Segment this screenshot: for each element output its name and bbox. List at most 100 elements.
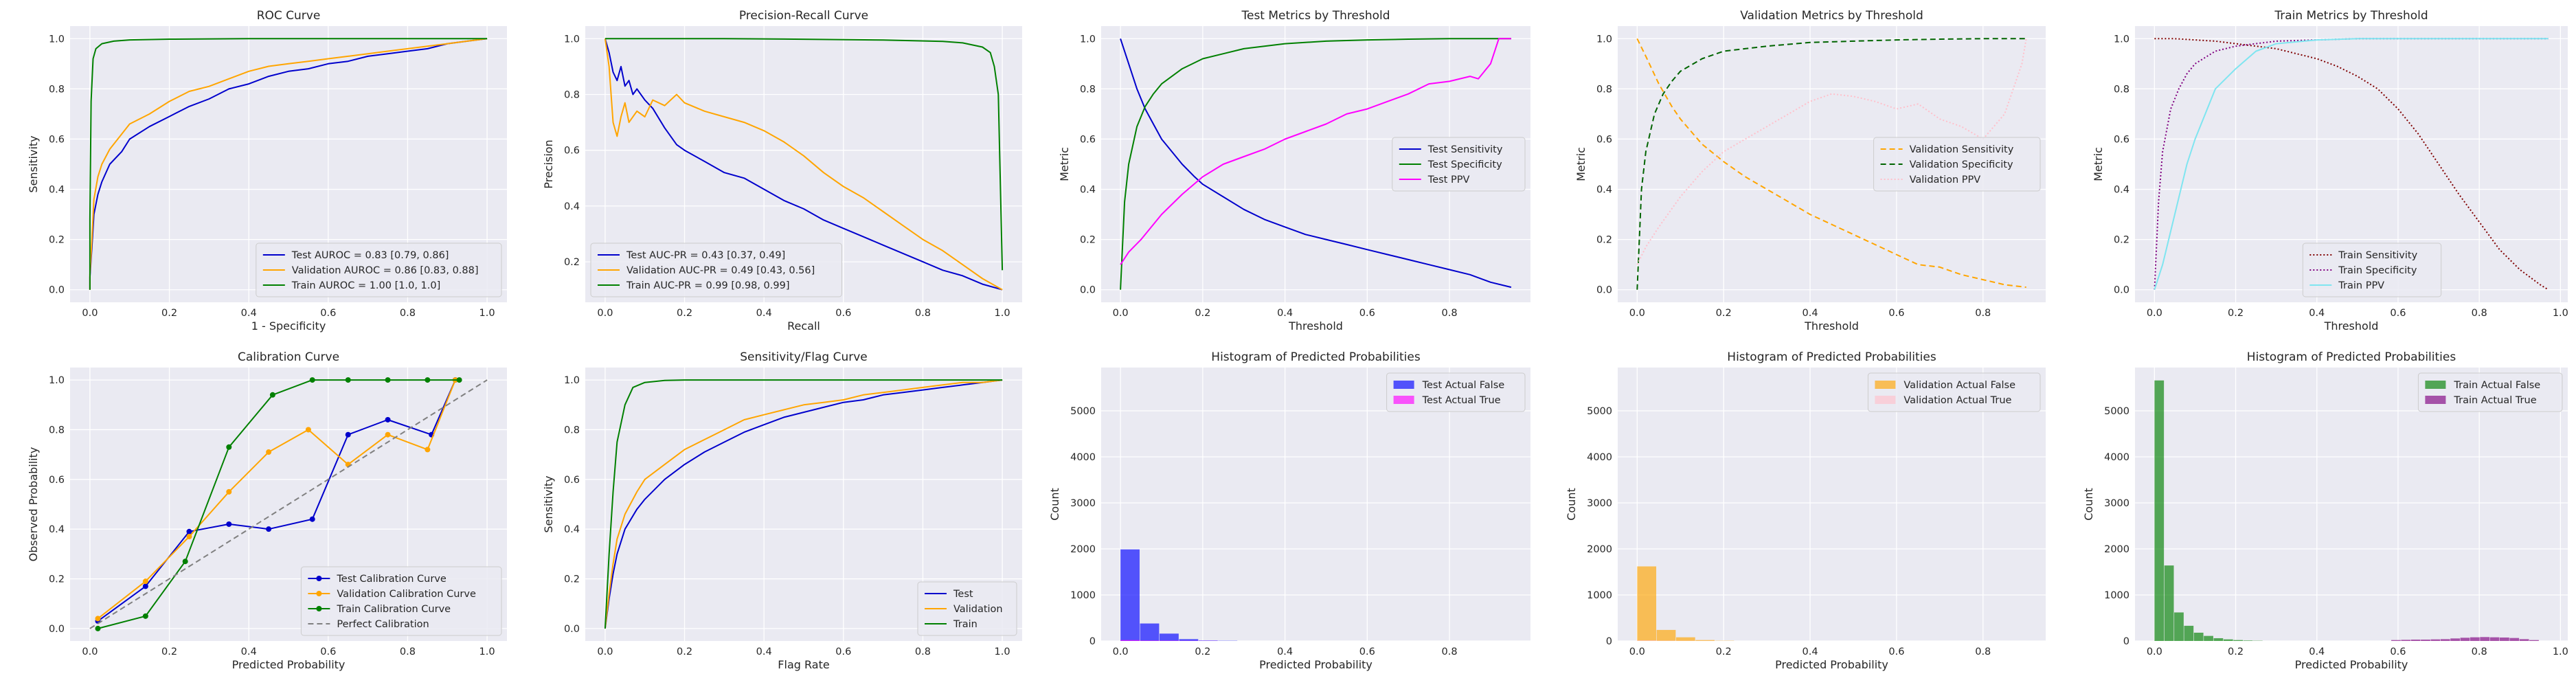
legend-label: Validation <box>953 604 1003 615</box>
y-tick-label: 0.8 <box>1080 84 1096 95</box>
chart-6: 0.0 0.2 0.4 0.6 0.8 1.0 0.0 0.2 0.4 0.6 0.8 1.0 Sens… <box>542 350 1022 671</box>
x-tick-label: 0.4 <box>241 308 257 319</box>
legend-marker <box>316 606 322 611</box>
series-line <box>1636 38 2027 265</box>
y-tick-label: 2000 <box>2104 544 2129 555</box>
chart-title: Histogram of Predicted Probabilities <box>2247 350 2456 364</box>
chart-0: 0.0 0.2 0.4 0.6 0.8 1.0 0.0 0.2 0.4 0.6 0.8 1.0 ROC … <box>27 9 507 333</box>
legend-box <box>256 243 502 297</box>
y-tick-label: 1.0 <box>2114 34 2129 45</box>
chart-9: 0.0 0.2 0.4 0.6 0.8 1.0 0 1000 2000 3000 4000 5000 H… <box>2082 350 2568 671</box>
x-axis-label: Predicted Probability <box>2295 658 2408 671</box>
y-tick-label: 5000 <box>2104 406 2129 417</box>
legend: Train Sensitivity Train Specificity Train … <box>2302 243 2442 297</box>
x-tick-label: 0.2 <box>2228 308 2244 319</box>
y-tick-label: 0.8 <box>1596 84 1612 95</box>
series-line <box>97 379 456 620</box>
series-marker <box>345 431 351 438</box>
legend-box <box>917 581 1017 636</box>
plot-area <box>2135 368 2568 641</box>
legend-label: Validation Actual True <box>1903 395 2011 406</box>
legend-box <box>2302 243 2442 297</box>
series-marker <box>95 616 101 622</box>
y-axis-label: Metric <box>1058 147 1071 181</box>
y-tick-label: 0.2 <box>49 574 65 585</box>
y-tick-label: 0.2 <box>49 235 65 246</box>
chart-title: Test Metrics by Threshold <box>1241 9 1390 23</box>
x-tick-label: 0.2 <box>1716 308 1732 319</box>
x-tick-label: 1.0 <box>995 646 1010 657</box>
histogram-bar <box>2450 638 2460 641</box>
y-tick-label: 5000 <box>1587 406 1612 417</box>
series-line <box>2154 38 2549 291</box>
y-tick-label: 0.2 <box>2114 235 2129 246</box>
x-tick-label: 0.2 <box>161 308 177 319</box>
series-marker <box>226 488 232 495</box>
series-marker <box>345 377 351 383</box>
y-axis-label: Metric <box>2092 147 2105 181</box>
legend: Test Validation Train <box>917 581 1017 636</box>
legend-box <box>1873 137 2041 192</box>
y-tick-label: 0.8 <box>2114 84 2129 95</box>
y-tick-label: 0.6 <box>564 146 580 157</box>
x-tick-label: 0.6 <box>835 646 851 657</box>
y-axis-label: Sensitivity <box>542 475 555 532</box>
histogram-bar <box>2233 640 2244 641</box>
histogram-bar <box>2480 637 2490 641</box>
legend-label: Train <box>953 619 978 630</box>
histogram-bar <box>2193 632 2204 641</box>
x-tick-label: 0.6 <box>1888 646 1904 657</box>
series-marker <box>226 444 232 450</box>
legend-swatch <box>1875 381 1896 389</box>
series-marker <box>269 392 275 398</box>
legend-label: Train Sensitivity <box>2338 250 2417 261</box>
y-tick-label: 0.4 <box>2114 185 2129 196</box>
histogram-bar <box>2213 638 2224 641</box>
y-tick-label: 0.8 <box>564 425 580 436</box>
x-tick-label: 0.6 <box>835 308 851 319</box>
x-tick-label: 0.8 <box>2472 308 2487 319</box>
histogram-bar <box>2430 639 2441 641</box>
legend-swatch <box>2425 396 2446 404</box>
y-tick-label: 3000 <box>2104 498 2129 509</box>
chart-8: 0.0 0.2 0.4 0.6 0.8 0 1000 2000 3000 4000 5000 Hist… <box>1565 350 2046 671</box>
x-tick-label: 0.0 <box>597 308 613 319</box>
y-tick-label: 1000 <box>1587 590 1612 601</box>
y-axis-label: Precision <box>542 139 555 188</box>
histogram-bar <box>2509 638 2520 641</box>
x-tick-label: 0.8 <box>1975 308 1991 319</box>
series-marker <box>266 526 272 532</box>
series-marker <box>385 377 391 383</box>
x-tick-label: 0.0 <box>1629 308 1645 319</box>
x-tick-label: 0.6 <box>320 646 336 657</box>
chart-title: Histogram of Predicted Probabilities <box>1211 350 1421 364</box>
legend-label: Test Calibration Curve <box>336 574 447 585</box>
legend: Test Calibration Curve Validation Calibra… <box>300 566 502 636</box>
x-tick-label: 0.2 <box>161 646 177 657</box>
y-tick-label: 0.2 <box>564 257 580 268</box>
y-tick-label: 0.6 <box>1596 134 1612 145</box>
x-tick-label: 0.6 <box>1359 308 1375 319</box>
histogram-bar <box>2154 380 2165 641</box>
legend-label: Train AUROC = 1.00 [1.0, 1.0] <box>291 280 440 291</box>
series-line <box>1636 38 2026 290</box>
legend-label: Test AUC-PR = 0.43 [0.37, 0.49] <box>626 250 785 261</box>
series-line <box>2154 38 2549 291</box>
y-tick-label: 0.4 <box>49 185 65 196</box>
y-tick-label: 2000 <box>1587 544 1612 555</box>
y-tick-label: 0.4 <box>49 524 65 535</box>
y-tick-label: 0.2 <box>1596 235 1612 246</box>
x-tick-label: 1.0 <box>995 308 1010 319</box>
legend: Validation Actual False Validation Actual… <box>1867 372 2041 412</box>
x-tick-label: 0.8 <box>2472 646 2487 657</box>
legend-label: Test Actual True <box>1422 395 1501 406</box>
chart-2: 0.0 0.2 0.4 0.6 0.8 0.0 0.2 0.4 0.6 0.8 1.0 Test Me… <box>1058 9 1530 333</box>
histogram-bar <box>1120 640 1140 641</box>
x-tick-label: 0.0 <box>82 646 98 657</box>
histogram-bar <box>2391 640 2401 641</box>
series-line <box>604 379 1003 629</box>
legend-label: Train Calibration Curve <box>336 604 451 615</box>
y-tick-label: 4000 <box>1070 452 1096 463</box>
series-marker <box>385 431 391 438</box>
